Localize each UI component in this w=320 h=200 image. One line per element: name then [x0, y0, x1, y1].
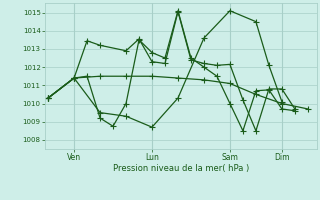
X-axis label: Pression niveau de la mer( hPa ): Pression niveau de la mer( hPa ) — [113, 164, 249, 173]
